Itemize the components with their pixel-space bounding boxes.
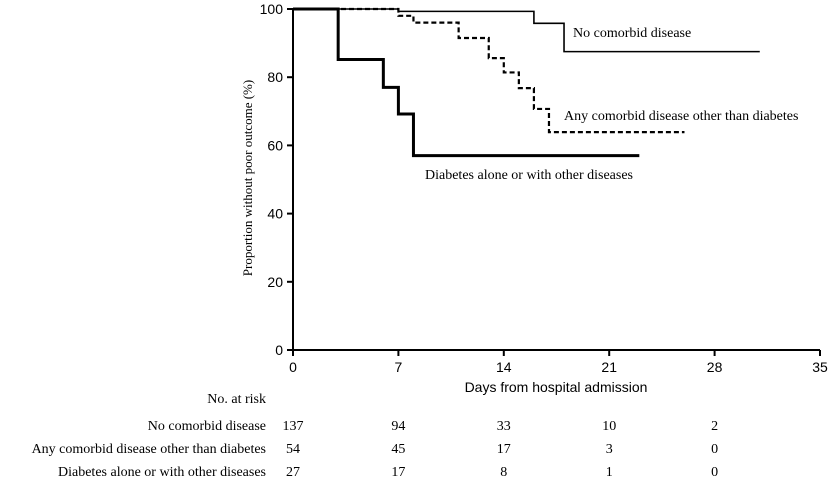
x-axis-label: Days from hospital admission xyxy=(465,379,648,395)
x-axis-ticks: 0 7 14 21 28 35 xyxy=(289,350,828,375)
annotation-no-comorbid: No comorbid disease xyxy=(573,26,691,41)
risk-row-label: No comorbid disease xyxy=(148,419,266,434)
annotation-any-comorbid: Any comorbid disease other than diabetes xyxy=(564,109,798,124)
y-tick-label: 100 xyxy=(260,1,284,17)
risk-value: 27 xyxy=(286,465,300,480)
risk-value: 1 xyxy=(606,465,613,480)
risk-row-label: Any comorbid disease other than diabetes xyxy=(32,442,266,457)
x-tick-label: 21 xyxy=(601,359,617,375)
x-tick-label: 35 xyxy=(812,359,828,375)
risk-value: 94 xyxy=(391,419,405,434)
x-tick-label: 14 xyxy=(496,359,512,375)
y-tick-label: 20 xyxy=(267,274,283,290)
risk-value: 17 xyxy=(497,442,511,457)
y-axis-label: Proportion without poor outcome (%) xyxy=(240,80,255,276)
risk-value: 3 xyxy=(606,442,613,457)
series-line-2 xyxy=(293,7,685,134)
survival-curves xyxy=(293,7,760,158)
x-tick-label: 28 xyxy=(707,359,723,375)
y-tick-label: 0 xyxy=(275,342,283,358)
x-tick-label: 0 xyxy=(289,359,297,375)
annotation-diabetes: Diabetes alone or with other diseases xyxy=(425,168,633,183)
x-tick-label: 7 xyxy=(395,359,403,375)
risk-row-label: Diabetes alone or with other diseases xyxy=(58,465,266,480)
y-tick-label: 60 xyxy=(267,137,283,153)
risk-value: 54 xyxy=(286,442,300,457)
risk-value: 137 xyxy=(283,419,304,434)
series-line-3 xyxy=(293,7,640,158)
risk-value: 33 xyxy=(497,419,511,434)
risk-value: 8 xyxy=(500,465,507,480)
risk-value: 0 xyxy=(711,442,718,457)
risk-value: 45 xyxy=(391,442,405,457)
y-tick-label: 80 xyxy=(267,69,283,85)
y-axis-ticks: 0 20 40 60 80 100 xyxy=(260,1,293,358)
risk-value: 10 xyxy=(602,419,616,434)
risk-value: 17 xyxy=(391,465,405,480)
risk-table-values: 137 94 33 10 254 45 17 3 027 17 8 1 0 xyxy=(283,419,719,480)
risk-table-title: No. at risk xyxy=(207,392,266,407)
risk-value: 2 xyxy=(711,419,718,434)
y-tick-label: 40 xyxy=(267,206,283,222)
risk-value: 0 xyxy=(711,465,718,480)
